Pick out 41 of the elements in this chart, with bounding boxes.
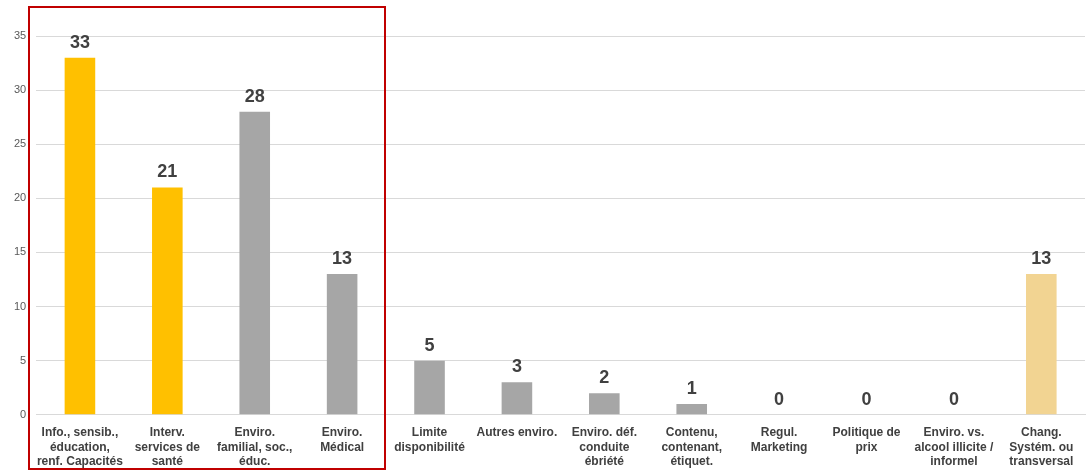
y-tick-label: 10 [13,299,27,312]
x-tick-label: Limite disponibilité [394,425,466,454]
x-tick-label: Regul. Marketing [750,425,808,454]
data-label: 13 [1031,248,1052,269]
data-label: 5 [424,334,435,355]
y-tick-label: 20 [13,191,27,204]
data-label: 0 [774,388,785,409]
data-label: 0 [861,388,872,409]
bar [64,57,96,415]
bar [589,393,620,415]
bar [152,187,183,415]
y-tick-label: 15 [13,245,27,258]
data-label: 33 [69,31,90,52]
data-label: 28 [244,85,265,106]
x-tick-label: Info., sensib., éducation, renf. Capacités [36,425,124,469]
bar [676,403,708,415]
y-tick-label: 30 [13,83,27,96]
bar [326,274,358,415]
x-tick-label: Enviro. vs. alcool illicite / informel [914,425,994,469]
y-tick-label: 35 [13,29,27,42]
x-tick-label: Contenu, contenant, étiquet. [661,425,723,469]
data-label: 3 [511,356,522,377]
bar [501,382,533,415]
x-tick-label: Autres enviro. [476,425,558,440]
bar [414,360,445,415]
data-label: 0 [948,388,959,409]
bar [1026,274,1057,415]
data-label: 13 [332,248,353,269]
x-tick-label: Politique de prix [832,425,901,454]
data-label: 2 [599,367,610,388]
y-tick-label: 5 [20,353,27,366]
x-tick-label: Enviro. Médical [320,425,365,454]
bar [239,111,271,415]
x-tick-label: Enviro. familial, soc., éduc. [217,425,293,469]
y-tick-label: 0 [20,407,27,420]
x-tick-label: Chang. Systém. ou transversal [1009,425,1074,469]
x-tick-label: Interv. services de santé [134,425,201,469]
data-label: 21 [157,161,178,182]
data-label: 1 [686,377,697,398]
x-tick-label: Enviro. déf. conduite ébriété [571,425,637,469]
y-tick-label: 25 [13,137,27,150]
